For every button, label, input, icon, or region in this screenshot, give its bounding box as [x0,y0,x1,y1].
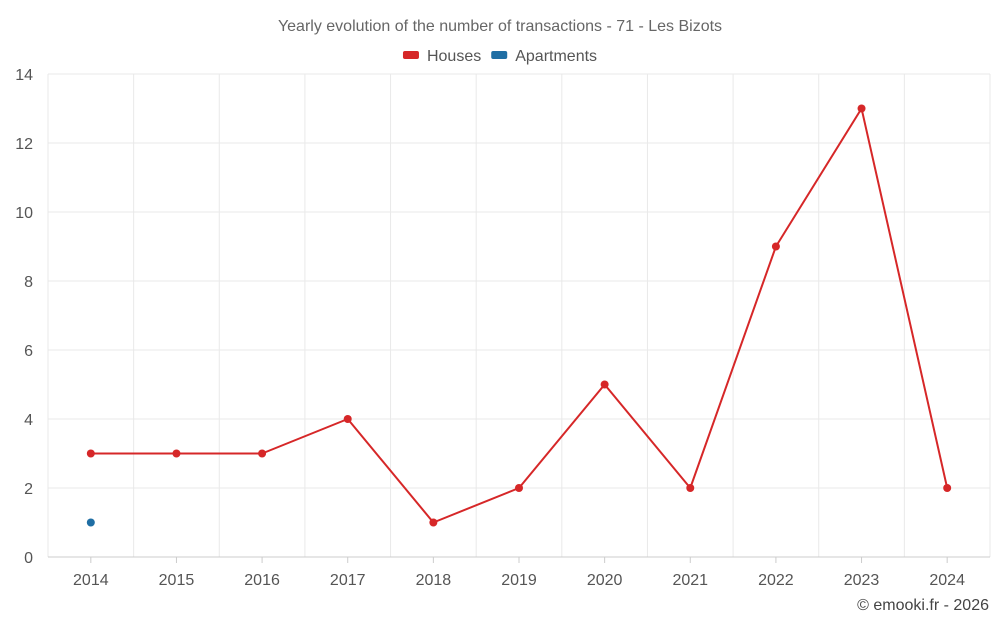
data-point-houses-2014[interactable] [86,449,95,458]
y-tick-label: 14 [15,67,33,84]
legend-swatch-apartments [491,51,508,59]
data-point-apartments-2014[interactable] [86,518,95,527]
x-tick-label: 2014 [73,572,109,589]
x-tick-label: 2015 [159,572,195,589]
data-point-houses-2023[interactable] [857,104,866,113]
y-tick-label: 8 [24,274,33,291]
y-tick-label: 6 [24,343,33,360]
data-point-houses-2017[interactable] [343,415,352,423]
x-tick-label: 2021 [672,572,708,589]
data-point-houses-2016[interactable] [258,449,267,458]
y-tick-label: 0 [24,550,33,567]
data-point-houses-2020[interactable] [600,380,609,389]
data-point-houses-2021[interactable] [686,484,695,492]
data-point-houses-2022[interactable] [771,242,780,251]
data-point-houses-2019[interactable] [515,484,523,492]
x-tick-label: 2019 [501,572,537,589]
series-apartments [86,518,95,527]
series-layer [86,104,952,527]
x-tick-label: 2017 [330,572,366,589]
data-point-houses-2018[interactable] [429,518,438,527]
legend-item-apartments[interactable]: Apartments [491,48,597,65]
data-point-houses-2024[interactable] [943,484,952,492]
y-tick-label: 2 [24,481,33,498]
x-tick-label: 2016 [244,572,280,589]
x-tick-label: 2022 [758,572,794,589]
legend-item-houses[interactable]: Houses [402,48,481,65]
x-tick-label: 2018 [416,572,452,589]
legend-swatch-houses [402,51,419,59]
x-tick-label: 2023 [844,572,880,589]
legend: Houses Apartments [402,48,597,65]
x-tick-label: 2020 [587,572,623,589]
legend-label-houses: Houses [427,48,481,65]
y-tick-label: 12 [15,136,33,153]
chart-title: Yearly evolution of the number of transa… [278,18,722,35]
footer-credit: © emooki.fr - 2026 [857,597,989,614]
y-tick-label: 10 [15,205,33,222]
legend-label-apartments: Apartments [515,48,597,65]
y-tick-label: 4 [24,412,33,429]
series-houses [86,104,952,527]
data-point-houses-2015[interactable] [172,449,181,458]
axes: 0 2 4 6 8 10 12 14 2014 2015 2016 2017 2018 2019 2020 2… [15,67,990,589]
x-tick-label: 2024 [929,572,965,589]
grid [47,73,991,557]
